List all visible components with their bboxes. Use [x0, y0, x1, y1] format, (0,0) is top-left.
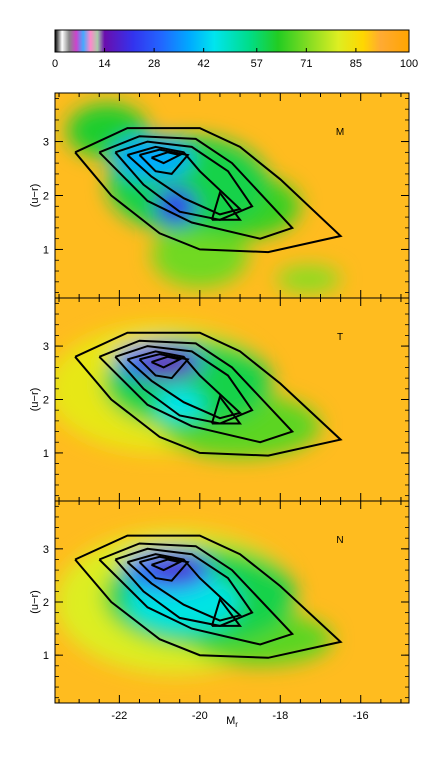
- contour-line: [210, 190, 242, 221]
- density-blob: [155, 187, 196, 226]
- panel-label: M: [336, 127, 344, 138]
- y-tick-label: 2: [43, 395, 49, 407]
- contour-line: [151, 558, 183, 572]
- y-axis-title: (u−r): [29, 388, 41, 412]
- colorbar-tick-label: 28: [148, 58, 160, 70]
- x-axis-ticks-panel: [58, 298, 402, 501]
- contour-line: [74, 534, 343, 659]
- contour-line: [126, 553, 243, 622]
- y-axis-ticks: 1 2 3: [43, 505, 409, 699]
- y-axis-title: (u−r): [29, 590, 41, 614]
- density-blob: [155, 388, 204, 421]
- x-axis-title-subscript: r: [235, 720, 238, 729]
- contour-line: [138, 555, 190, 582]
- colorbar-tick-label: 42: [198, 58, 210, 70]
- x-axis-ticks-panel: [58, 501, 402, 703]
- contour-line: [114, 140, 254, 221]
- panel-heatmap: [55, 298, 409, 501]
- contour-line: [151, 151, 183, 165]
- contour-line: [126, 350, 243, 420]
- panel-label: N: [336, 535, 343, 546]
- panel-label: T: [337, 332, 343, 343]
- contour-line: [151, 355, 183, 369]
- y-tick-label: 3: [43, 341, 49, 353]
- colorbar-tick-label: 85: [350, 58, 362, 70]
- colorbar-tick-label: 57: [251, 58, 263, 70]
- y-tick-label: 3: [43, 137, 49, 149]
- contour-line: [74, 331, 343, 457]
- x-axis-title-main: M: [226, 715, 235, 727]
- x-tick-label: -16: [353, 710, 369, 722]
- contour-line: [138, 148, 190, 175]
- y-tick-label: 2: [43, 597, 49, 609]
- x-tick-label: -22: [111, 710, 127, 722]
- panel-heatmap: [55, 93, 409, 298]
- contour-line: [126, 145, 242, 216]
- contour-line: [210, 597, 243, 627]
- colorbar-tick-label: 0: [52, 58, 58, 70]
- colorbar-tick-label: 14: [98, 58, 110, 70]
- colorbar-tick-label: 100: [400, 58, 418, 70]
- panel-n: 1 2 3 (u−r) N: [29, 500, 410, 704]
- colorbar-ticks: 0 14 28 42 57 71 85 100: [52, 48, 418, 70]
- colorbar-tick-label: 71: [300, 58, 312, 70]
- y-tick-label: 1: [43, 650, 49, 662]
- density-blob: [151, 222, 249, 288]
- y-axis-ticks: 1 2 3: [43, 302, 409, 497]
- contour-lines: [74, 534, 343, 659]
- heatmap-panels: 1 2 3 (u−r) M 1 2 3 (u−r) T 1 2 3 (u−r) N: [29, 92, 410, 704]
- y-axis-ticks: 1 2 3: [43, 97, 409, 294]
- contour-line: [114, 345, 254, 425]
- colorbar-bar: [54, 29, 410, 53]
- x-axis-ticks-panel: [58, 93, 402, 298]
- y-tick-label: 2: [43, 191, 49, 203]
- contour-line: [138, 353, 190, 380]
- density-blob: [147, 558, 204, 582]
- contour-line: [98, 542, 295, 646]
- x-tick-label: -20: [192, 710, 208, 722]
- contour-line: [98, 135, 295, 240]
- panel-heatmap: [55, 501, 409, 703]
- contour-line: [210, 394, 243, 425]
- x-tick-label: -18: [272, 710, 288, 722]
- panel-m: 1 2 3 (u−r) M: [29, 92, 410, 299]
- contour-line: [98, 339, 295, 444]
- panel-t: 1 2 3 (u−r) T: [29, 297, 410, 502]
- contour-lines: [74, 331, 343, 457]
- x-axis-title: Mr: [226, 715, 238, 729]
- density-blob: [276, 265, 341, 293]
- y-tick-label: 1: [43, 448, 49, 460]
- contour-lines: [74, 127, 343, 254]
- x-axis-ticks: -22 -20 -18 -16: [111, 710, 368, 722]
- y-axis-title: (u−r): [29, 184, 41, 208]
- contour-line: [74, 127, 343, 254]
- colorbar: 0 14 28 42 57 71 85 100: [52, 29, 418, 70]
- density-blobs: [55, 530, 333, 674]
- contour-line: [114, 547, 254, 627]
- y-tick-label: 1: [43, 244, 49, 256]
- y-tick-label: 3: [43, 544, 49, 556]
